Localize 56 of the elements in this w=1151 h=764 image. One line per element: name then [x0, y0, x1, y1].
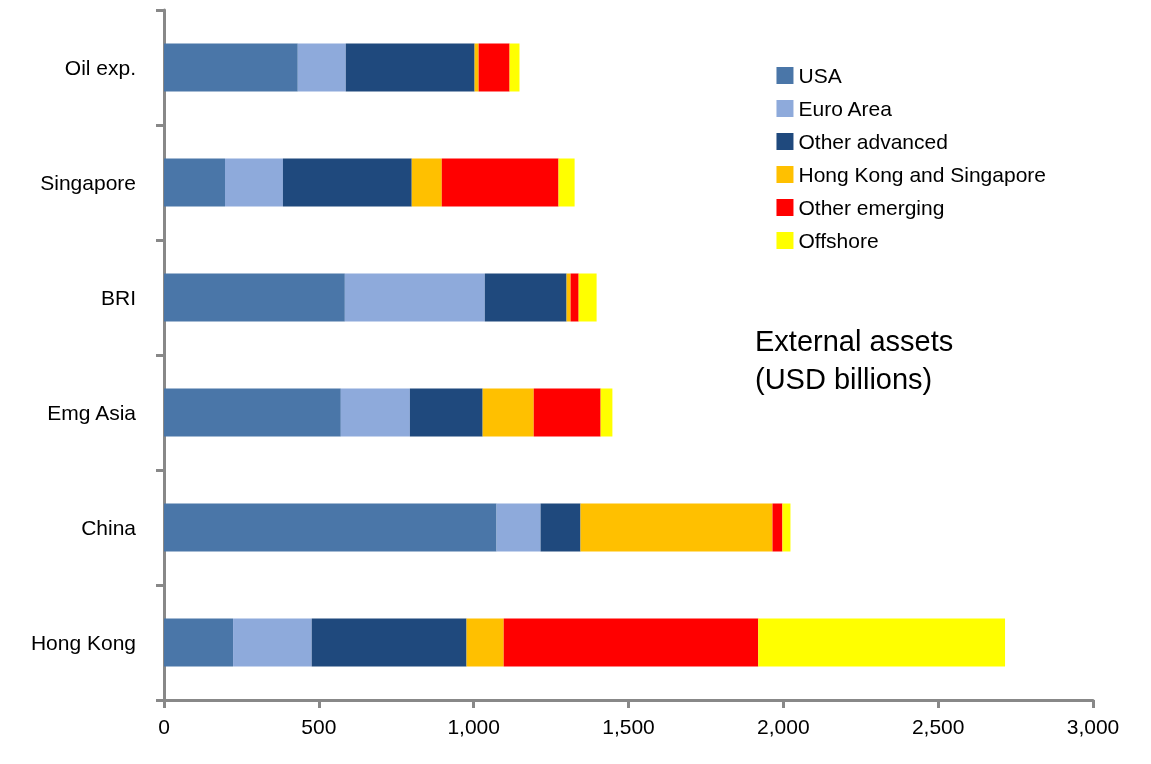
bar: [540, 503, 581, 552]
x-tick-label: 2,000: [757, 715, 810, 738]
legend-label: Offshore: [798, 229, 879, 252]
bar: [282, 158, 412, 207]
legend-label: Hong Kong and Singapore: [798, 163, 1046, 186]
x-tick-label: 2,500: [911, 715, 965, 738]
x-tick-label: 1,000: [447, 715, 500, 738]
bar: [580, 503, 773, 552]
bar: [164, 388, 341, 437]
bar: [164, 503, 497, 552]
legend-label: Other advanced: [798, 130, 948, 153]
bar: [164, 618, 234, 667]
bar: [503, 618, 759, 667]
bar: [482, 388, 534, 437]
bar: [558, 158, 575, 207]
y-tick-label: Oil exp.: [64, 56, 136, 79]
bar: [164, 43, 298, 92]
bar: [466, 618, 504, 667]
bar: [164, 273, 345, 322]
bar: [344, 273, 485, 322]
x-tick-label: 0: [158, 715, 170, 738]
bar: [233, 618, 312, 667]
y-tick-label: Hong Kong: [30, 631, 136, 654]
x-tick-label: 500: [301, 715, 337, 738]
bar: [782, 503, 791, 552]
bar: [570, 273, 579, 322]
bar: [297, 43, 346, 92]
bar: [484, 273, 567, 322]
x-tick-label: 1,500: [602, 715, 655, 738]
bar: [478, 43, 510, 92]
bar: [311, 618, 467, 667]
bar: [578, 273, 597, 322]
bar: [225, 158, 283, 207]
bar: [340, 388, 410, 437]
bar: [441, 158, 559, 207]
y-tick-label: China: [81, 516, 137, 539]
y-tick-label: Emg Asia: [47, 401, 137, 424]
legend-label: Other emerging: [798, 196, 945, 219]
bar: [411, 158, 442, 207]
bar: [600, 388, 613, 437]
bar: [409, 388, 483, 437]
bar: [509, 43, 520, 92]
bar: [474, 43, 479, 92]
bar: [164, 158, 225, 207]
bar: [758, 618, 1006, 667]
x-tick-label: 3,000: [1066, 715, 1120, 738]
legend-label: Euro Area: [798, 97, 893, 120]
bar: [533, 388, 601, 437]
bar: [772, 503, 783, 552]
y-tick-label: BRI: [100, 286, 136, 309]
bar: [496, 503, 541, 552]
legend-label: USA: [798, 64, 842, 87]
annotation: External assets (USD billions): [755, 325, 954, 395]
bar: [345, 43, 475, 92]
bar: [566, 273, 571, 322]
y-tick-label: Singapore: [40, 171, 136, 194]
